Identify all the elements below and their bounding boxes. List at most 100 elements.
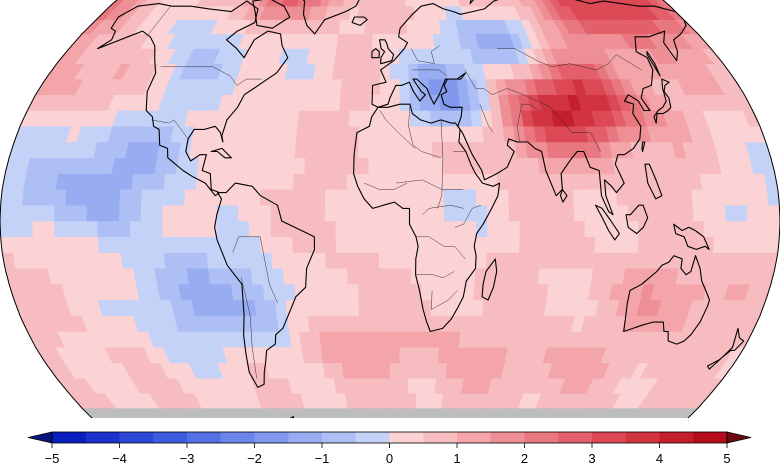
anomaly-cell bbox=[441, 141, 454, 159]
anomaly-cell bbox=[319, 331, 332, 348]
anomaly-cell bbox=[32, 189, 46, 206]
anomaly-cell bbox=[584, 220, 597, 238]
coastline-south-america bbox=[214, 182, 316, 388]
anomaly-cell bbox=[11, 189, 24, 206]
anomaly-cell bbox=[476, 220, 488, 238]
anomaly-cell bbox=[497, 204, 510, 222]
anomaly-cell bbox=[389, 126, 401, 143]
anomaly-cell bbox=[340, 78, 352, 95]
anomaly-cell bbox=[163, 252, 177, 269]
anomaly-cell bbox=[410, 126, 422, 143]
anomaly-cell bbox=[75, 204, 88, 222]
anomaly-cell bbox=[487, 220, 499, 238]
anomaly-cell bbox=[381, 19, 391, 35]
anomaly-cell bbox=[217, 173, 230, 190]
anomaly-cell bbox=[346, 220, 358, 238]
colorbar-tick-label: 1 bbox=[453, 451, 460, 466]
anomaly-cell bbox=[379, 331, 391, 348]
anomaly-cell bbox=[454, 236, 466, 253]
anomaly-cell bbox=[151, 220, 164, 238]
anomaly-cell bbox=[352, 378, 364, 394]
anomaly-cell bbox=[669, 236, 683, 253]
anomaly-cell bbox=[756, 189, 769, 206]
anomaly-cell bbox=[379, 126, 391, 143]
anomaly-cell bbox=[465, 189, 477, 206]
anomaly-cell bbox=[197, 268, 211, 285]
anomaly-cell bbox=[369, 94, 381, 111]
anomaly-cell bbox=[43, 189, 57, 206]
anomaly-cell bbox=[283, 141, 297, 159]
anomaly-cell bbox=[714, 204, 727, 222]
colorbar-segment bbox=[85, 432, 120, 443]
anomaly-cell bbox=[745, 236, 759, 253]
anomaly-cell bbox=[319, 94, 332, 111]
anomaly-cell bbox=[366, 0, 376, 7]
anomaly-cell bbox=[373, 5, 383, 20]
coastline-africa bbox=[353, 103, 501, 333]
anomaly-cell bbox=[218, 157, 232, 174]
anomaly-cell bbox=[363, 33, 374, 49]
anomaly-cell bbox=[207, 268, 221, 285]
anomaly-cell bbox=[515, 141, 528, 159]
anomaly-cell bbox=[389, 268, 401, 285]
anomaly-cell bbox=[614, 252, 628, 269]
anomaly-cell bbox=[541, 220, 553, 238]
anomaly-cell bbox=[357, 157, 370, 174]
anomaly-cell bbox=[262, 284, 276, 301]
anomaly-cell bbox=[464, 252, 477, 269]
anomaly-cell bbox=[389, 378, 400, 394]
anomaly-cell bbox=[270, 220, 283, 238]
anomaly-cell bbox=[359, 94, 371, 111]
anomaly-cell bbox=[746, 220, 759, 238]
anomaly-cell bbox=[118, 220, 131, 238]
anomaly-cell bbox=[419, 110, 432, 127]
anomaly-cell bbox=[572, 189, 585, 206]
anomaly-cell bbox=[527, 157, 540, 174]
anomaly-cell bbox=[173, 189, 186, 206]
anomaly-cell bbox=[227, 189, 240, 206]
anomaly-cell bbox=[406, 19, 416, 35]
anomaly-cell bbox=[519, 189, 531, 206]
anomaly-cell bbox=[315, 141, 328, 159]
anomaly-cell bbox=[746, 204, 759, 222]
anomaly-cell bbox=[314, 252, 327, 269]
colorbar-segment bbox=[355, 432, 390, 443]
anomaly-cell bbox=[325, 173, 337, 190]
anomaly-cell bbox=[474, 157, 487, 174]
anomaly-cell bbox=[320, 347, 333, 364]
anomaly-cell bbox=[692, 204, 705, 222]
anomaly-cell bbox=[380, 393, 391, 409]
anomaly-cell bbox=[314, 157, 327, 174]
anomaly-cell bbox=[418, 78, 430, 95]
colorbar-tick-label: 3 bbox=[588, 451, 595, 466]
anomaly-cell bbox=[426, 63, 439, 80]
anomaly-cell bbox=[529, 189, 542, 206]
anomaly-cell bbox=[470, 110, 483, 127]
anomaly-cell bbox=[337, 126, 350, 143]
anomaly-cell bbox=[408, 362, 419, 379]
anomaly-cell bbox=[328, 315, 340, 332]
colorbar-segment bbox=[524, 432, 559, 443]
anomaly-cell bbox=[381, 5, 391, 20]
anomaly-cell bbox=[420, 126, 433, 143]
anomaly-cell bbox=[119, 189, 132, 206]
anomaly-cell bbox=[108, 220, 120, 238]
country-border bbox=[479, 104, 494, 133]
anomaly-cell bbox=[584, 204, 597, 222]
anomaly-cell bbox=[389, 141, 401, 159]
anomaly-cell bbox=[338, 315, 350, 332]
anomaly-cell bbox=[316, 126, 329, 143]
anomaly-cell bbox=[86, 204, 99, 222]
anomaly-cell bbox=[329, 331, 342, 348]
anomaly-cell bbox=[324, 236, 337, 253]
anomaly-cell bbox=[252, 141, 265, 159]
anomaly-cell bbox=[507, 173, 520, 190]
anomaly-cell bbox=[422, 189, 434, 206]
anomaly-cell bbox=[292, 189, 305, 206]
anomaly-cell bbox=[357, 252, 369, 269]
anomaly-cell bbox=[398, 378, 409, 394]
anomaly-cell bbox=[76, 189, 89, 206]
anomaly-cell bbox=[272, 268, 285, 285]
coastline-iceland bbox=[351, 16, 368, 26]
colorbar-segments bbox=[52, 432, 728, 443]
